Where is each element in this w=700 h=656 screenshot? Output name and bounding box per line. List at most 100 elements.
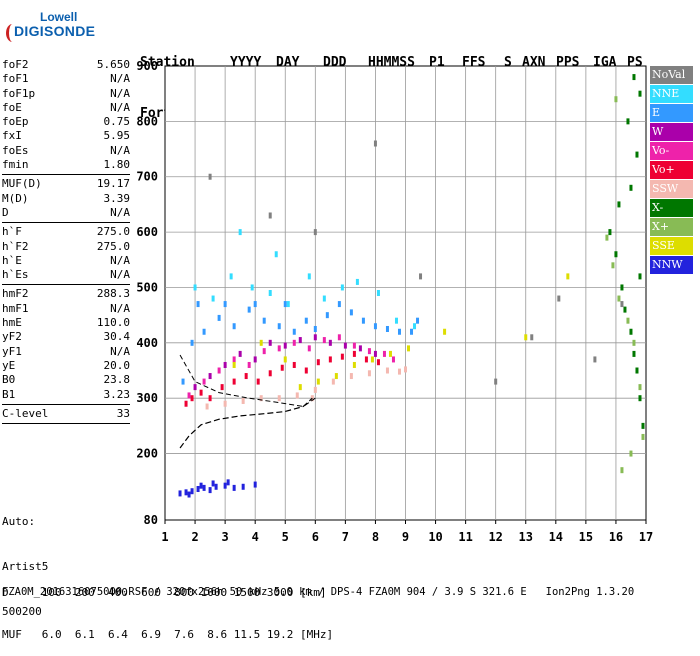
param-row: h`E N/A — [2, 254, 130, 268]
muf-distance-table: D 100 200 400 600 800 1000 1500 3000 [km… — [2, 558, 333, 656]
y-tick-label: 300 — [136, 391, 158, 405]
legend-item-x: X+ — [650, 218, 693, 236]
logo-line1: Lowell — [40, 10, 78, 24]
param-row: B1 3.23 — [2, 388, 130, 402]
data-point-x — [611, 262, 615, 269]
data-point-e — [304, 317, 308, 324]
data-point-x — [632, 74, 636, 81]
param-name: foEp — [2, 115, 29, 129]
data-point-x — [620, 467, 624, 474]
data-point-w — [328, 339, 332, 346]
data-point-noval — [313, 229, 317, 236]
param-value: 275.0 — [96, 239, 130, 253]
param-name: fxI — [2, 129, 22, 143]
data-point-vo — [367, 348, 371, 355]
data-point-w — [358, 345, 362, 352]
param-name: hmF2 — [2, 287, 29, 301]
data-point-nne — [376, 290, 380, 296]
legend-item-x: X- — [650, 199, 693, 217]
data-point-x — [638, 395, 642, 402]
data-point-vo — [307, 345, 311, 352]
legend-item-ssw: SSW — [650, 180, 693, 198]
data-point-e — [247, 306, 251, 313]
x-tick-label: 17 — [639, 530, 653, 544]
data-point-w — [268, 339, 272, 346]
data-point-w — [223, 361, 227, 368]
data-point-x — [614, 251, 618, 258]
data-point-x — [638, 90, 642, 97]
data-point-x — [632, 350, 636, 357]
data-point-nne — [394, 317, 398, 324]
data-point-noval — [557, 295, 561, 302]
data-point-noval — [494, 378, 498, 385]
data-point-sse — [566, 273, 570, 280]
param-row: foF1 N/A — [2, 72, 130, 86]
logo-line2: DIGISONDE — [14, 23, 96, 39]
param-row: D N/A — [2, 206, 130, 220]
data-point-ssw — [385, 367, 389, 374]
param-value: 288.3 — [96, 287, 130, 301]
param-name: fmin — [2, 158, 29, 172]
data-point-vo — [187, 392, 191, 399]
data-point-vo — [277, 345, 281, 352]
legend-item-nne: NNE — [650, 85, 693, 103]
x-tick-label: 11 — [458, 530, 472, 544]
legend-item-vo: Vo+ — [650, 161, 693, 179]
param-name: h`Es — [2, 268, 29, 282]
legend-item-e: E — [650, 104, 693, 122]
param-row: h`F 275.0 — [2, 225, 130, 239]
data-point-x — [635, 151, 639, 158]
x-tick-label: 9 — [402, 530, 409, 544]
y-tick-label: 500 — [136, 280, 158, 294]
data-point-ssw — [241, 397, 245, 404]
legend-item-sse: SSE — [650, 237, 693, 255]
param-row: fxI 5.95 — [2, 129, 130, 143]
param-value: N/A — [110, 100, 130, 114]
param-value: N/A — [110, 301, 130, 315]
data-point-ssw — [331, 378, 335, 385]
x-tick-label: 15 — [579, 530, 593, 544]
param-name: yE — [2, 358, 16, 372]
data-point-e — [410, 328, 414, 335]
lowell-digisonde-logo: Lowell DIGISONDE — [6, 10, 95, 46]
data-point-e — [223, 301, 227, 308]
param-name: hmE — [2, 316, 22, 330]
x-tick-label: 3 — [222, 530, 229, 544]
y-tick-label: 80 — [144, 513, 158, 527]
data-point-vo — [202, 378, 206, 385]
data-point-x — [638, 384, 642, 391]
file-info-footer: FZA0M_2016316075000.RSF / 320fx256h 50 k… — [2, 586, 635, 598]
data-point-sse — [524, 334, 528, 341]
data-point-nne — [229, 273, 233, 280]
data-point-sse — [283, 356, 287, 363]
data-point-noval — [268, 212, 272, 219]
legend-item-w: W — [650, 123, 693, 141]
y-tick-label: 700 — [136, 170, 158, 184]
param-value: 1.80 — [103, 158, 131, 172]
data-point-w — [208, 373, 212, 380]
data-point-sse — [370, 356, 374, 363]
param-name: h`F — [2, 225, 22, 239]
logo-swoosh-icon — [6, 24, 19, 42]
data-point-e — [253, 301, 257, 308]
data-point-x — [623, 306, 627, 313]
data-point-vo — [262, 348, 266, 355]
y-tick-label: 600 — [136, 225, 158, 239]
data-point-e — [232, 323, 236, 330]
muf-row: MUF 6.0 6.1 6.4 6.9 7.6 8.6 11.5 19.2 [M… — [2, 628, 334, 641]
legend-item-nnw: NNW — [650, 256, 693, 274]
data-point-e — [416, 317, 420, 324]
data-point-vo — [322, 337, 326, 344]
param-row: hmF2 288.3 — [2, 287, 130, 301]
param-row: foEp 0.75 — [2, 115, 130, 129]
data-point-nnw — [226, 479, 230, 486]
legend-item-noval: NoVal — [650, 66, 693, 84]
param-row: fmin 1.80 — [2, 158, 130, 172]
data-point-e — [283, 301, 287, 308]
data-point-sse — [232, 361, 236, 368]
data-point-ssw — [367, 370, 371, 377]
data-point-e — [277, 323, 281, 330]
data-point-vo — [304, 367, 308, 374]
data-point-vo — [292, 361, 296, 368]
data-point-ssw — [277, 395, 281, 402]
